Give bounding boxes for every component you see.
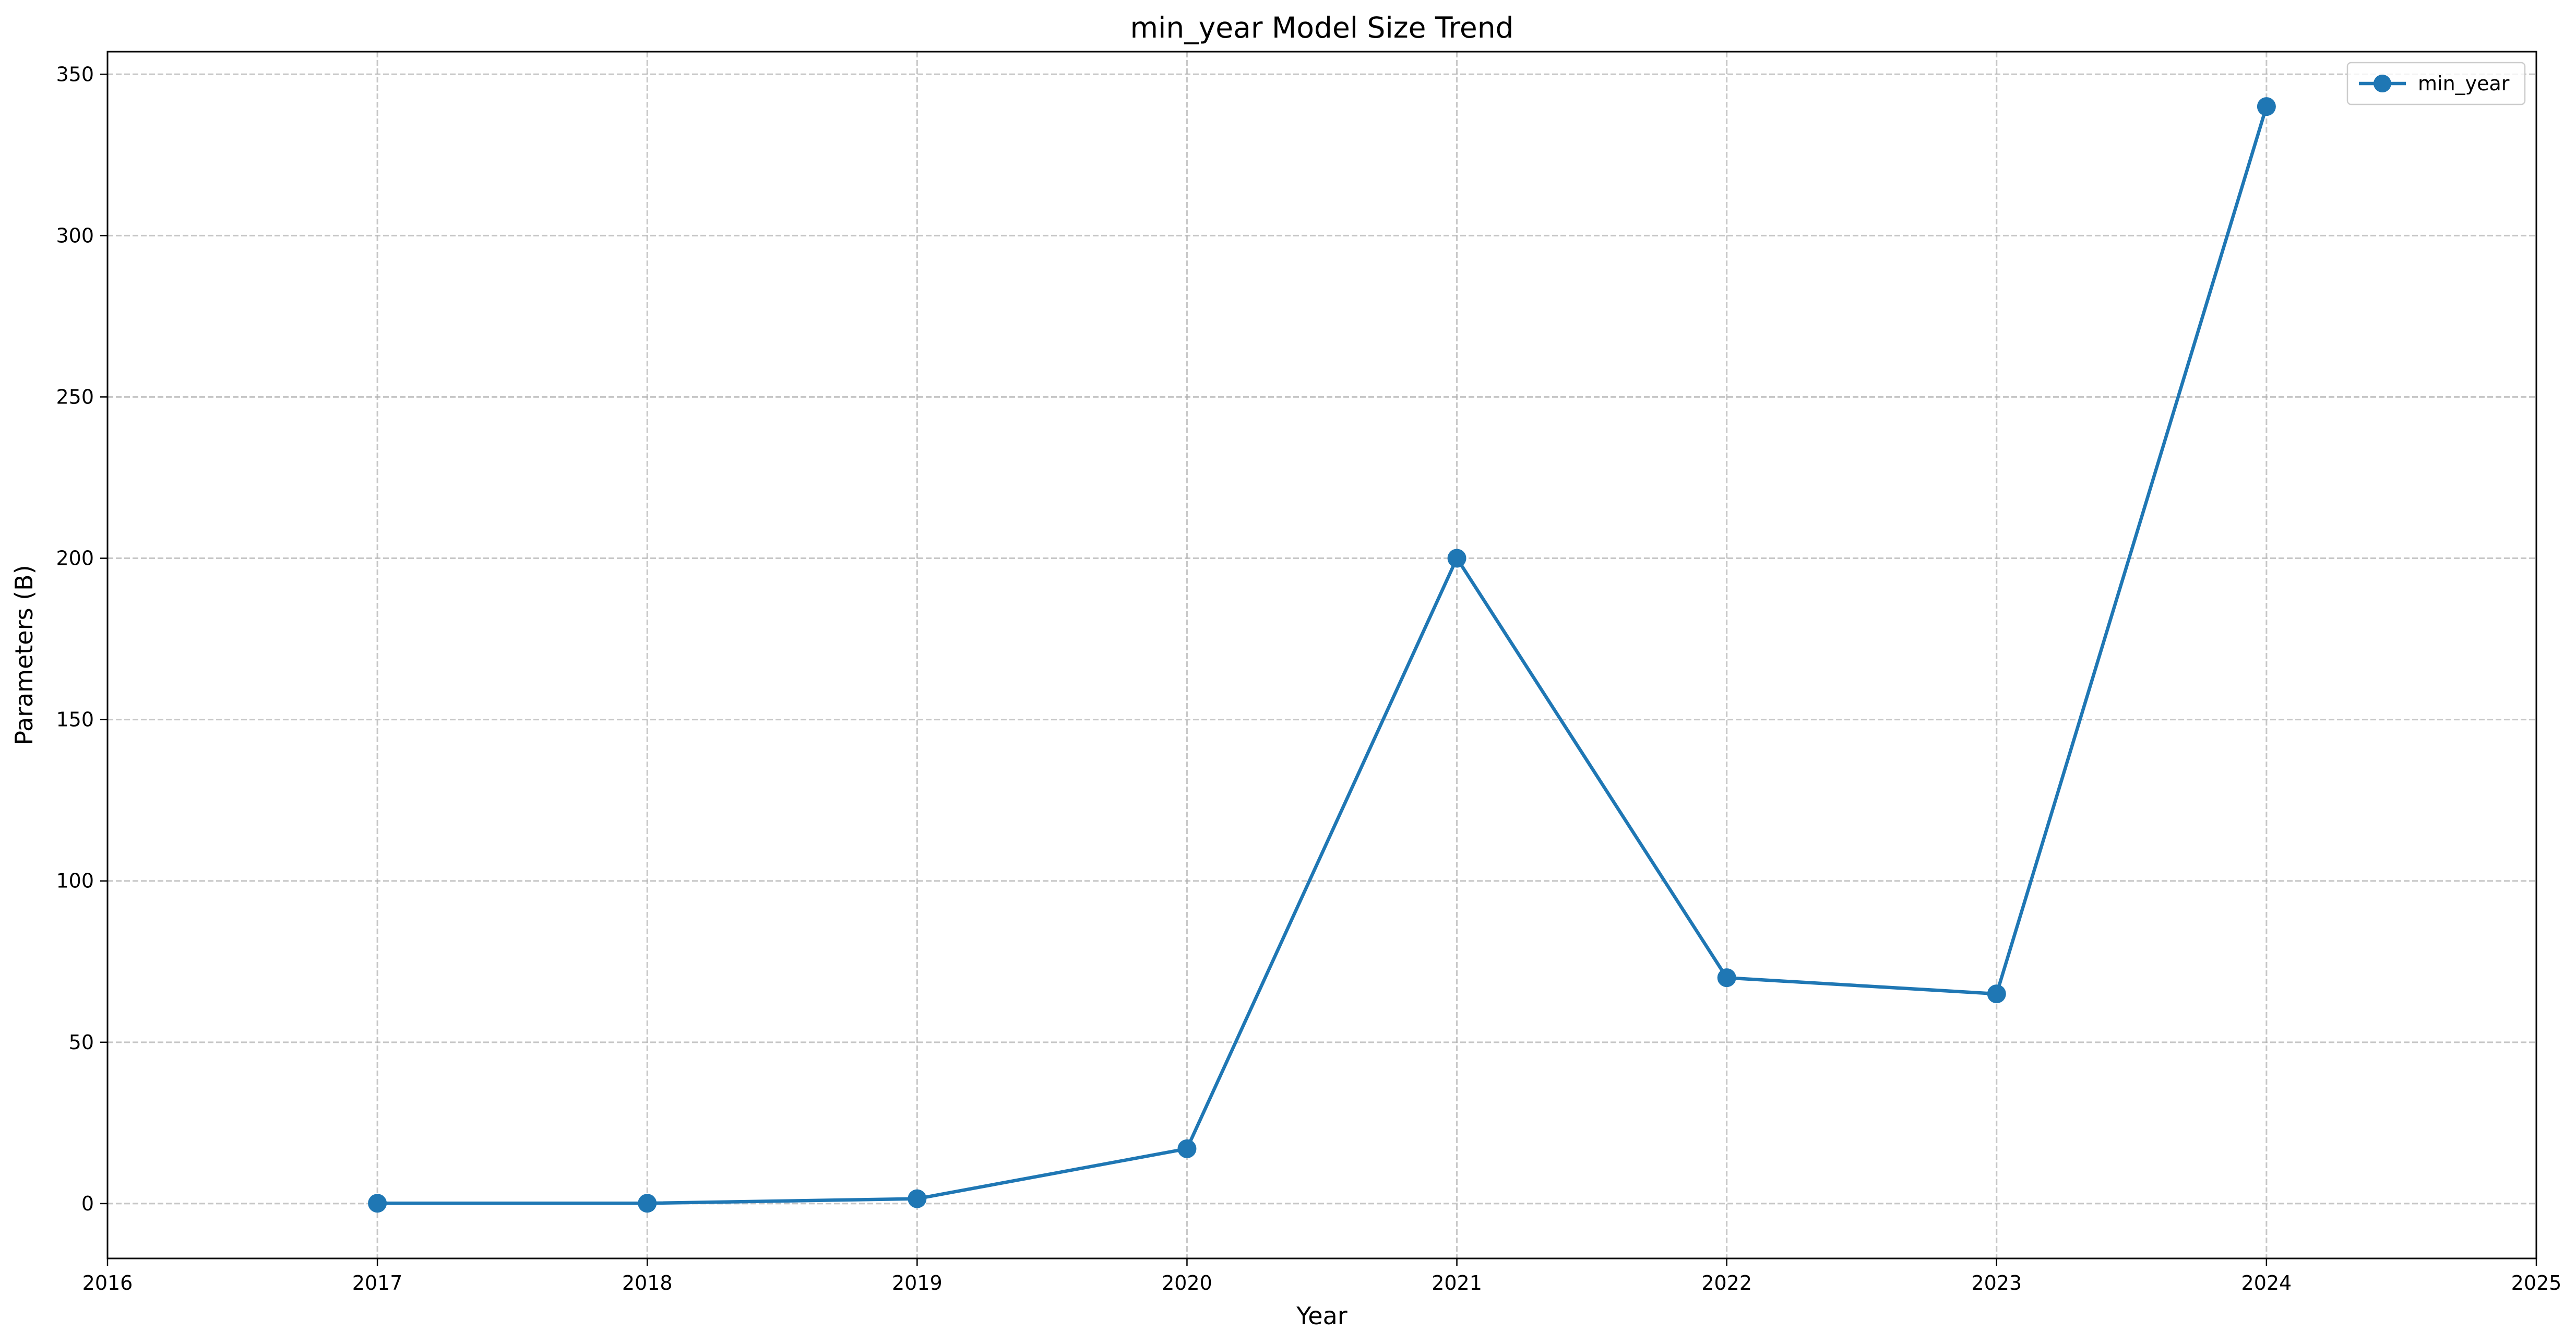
series-line-0 bbox=[375, 104, 2269, 1205]
x-tick-label: 2017 bbox=[352, 1271, 403, 1294]
x-tick-label: 2025 bbox=[2511, 1271, 2562, 1294]
legend-marker bbox=[2374, 75, 2391, 92]
series-layer bbox=[368, 97, 2276, 1213]
plot-frame bbox=[106, 51, 2537, 1259]
data-point bbox=[1447, 549, 1466, 568]
data-point bbox=[368, 1194, 387, 1213]
y-tick-label: 100 bbox=[56, 870, 94, 893]
x-tick-label: 2018 bbox=[622, 1271, 673, 1294]
x-tick-label: 2021 bbox=[1432, 1271, 1482, 1294]
y-tick-label: 350 bbox=[56, 63, 94, 86]
data-point bbox=[908, 1189, 927, 1208]
x-tick-label: 2024 bbox=[2241, 1271, 2292, 1294]
legend-box bbox=[2346, 62, 2526, 105]
x-tick-label: 2020 bbox=[1162, 1271, 1212, 1294]
data-point bbox=[638, 1194, 657, 1213]
y-tick-label: 150 bbox=[56, 708, 94, 731]
ticks: 2016 2017 2018 2019 2020 2021 2022 2023 2024 2025… bbox=[56, 63, 2561, 1294]
y-tick-label: 250 bbox=[56, 385, 94, 408]
x-tick-label: 2016 bbox=[82, 1271, 133, 1294]
data-point bbox=[1717, 968, 1736, 988]
data-point bbox=[2257, 97, 2276, 116]
x-tick-label: 2023 bbox=[1971, 1271, 2022, 1294]
y-tick-label: 0 bbox=[81, 1192, 94, 1215]
y-tick-label: 300 bbox=[56, 224, 94, 247]
chart-title: min_year Model Size Trend bbox=[1130, 11, 1514, 44]
y-tick-label: 50 bbox=[69, 1031, 94, 1054]
y-axis-label: Parameters (B) bbox=[10, 565, 38, 745]
x-axis-label: Year bbox=[1296, 1302, 1347, 1330]
x-tick-label: 2019 bbox=[892, 1271, 943, 1294]
x-tick-label: 2022 bbox=[1701, 1271, 1752, 1294]
data-point bbox=[1987, 984, 2006, 1004]
data-point bbox=[1177, 1139, 1197, 1158]
legend: min_year bbox=[2346, 62, 2526, 105]
legend-entry-min-year: min_year bbox=[2418, 72, 2510, 95]
y-tick-label: 200 bbox=[56, 547, 94, 570]
